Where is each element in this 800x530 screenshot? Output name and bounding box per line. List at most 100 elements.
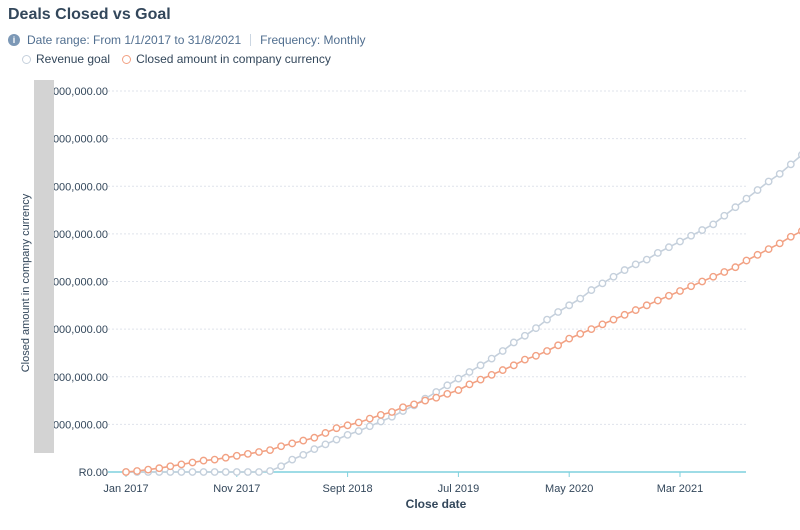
data-point-revenue-goal (487, 354, 496, 363)
data-point-closed-amount (498, 366, 507, 374)
y-tick-label: 0,000,000.00 (44, 372, 108, 384)
data-point-revenue-goal (731, 203, 740, 212)
info-icon[interactable]: i (8, 34, 20, 46)
data-point-closed-amount (310, 433, 319, 442)
x-tick-label: Mar 2021 (657, 483, 703, 495)
data-point-closed-amount (786, 232, 795, 241)
y-tick-label: 0,000,000.00 (44, 181, 108, 193)
x-tick-label: May 2020 (545, 483, 593, 495)
x-tick-label: Nov 2017 (213, 483, 260, 495)
data-point-revenue-goal (620, 266, 629, 274)
data-point-closed-amount (543, 347, 551, 355)
data-point-closed-amount (232, 451, 241, 460)
data-point-closed-amount (576, 329, 585, 338)
data-point-closed-amount (620, 310, 629, 319)
chart-legend: Revenue goal Closed amount in company cu… (22, 52, 343, 66)
data-point-revenue-goal (609, 272, 618, 281)
legend-item-closed-amount[interactable]: Closed amount in company currency (122, 52, 331, 66)
chart-title: Deals Closed vs Goal (8, 6, 171, 23)
data-point-revenue-goal (365, 422, 374, 431)
data-point-closed-amount (133, 467, 141, 475)
data-point-closed-amount (443, 389, 452, 398)
data-point-revenue-goal (786, 160, 795, 169)
data-point-closed-amount (410, 400, 418, 409)
y-tick-label: 0,000,000.00 (44, 134, 108, 146)
data-point-revenue-goal (642, 255, 651, 264)
data-point-closed-amount (454, 386, 463, 394)
x-tick-label: Jul 2019 (438, 483, 480, 495)
legend-label-closed-amount: Closed amount in company currency (136, 52, 331, 66)
data-point-closed-amount (122, 468, 130, 476)
data-point-closed-amount (565, 334, 574, 343)
data-point-closed-amount (321, 429, 330, 437)
data-point-closed-amount (243, 450, 252, 458)
data-point-closed-amount (332, 424, 341, 433)
data-point-closed-amount (731, 263, 740, 272)
data-point-closed-amount (155, 464, 164, 473)
data-point-revenue-goal (742, 194, 751, 203)
data-point-revenue-goal (299, 450, 308, 459)
y-tick-label: 0,000,000.00 (44, 324, 108, 336)
data-point-closed-amount (144, 465, 153, 474)
data-point-revenue-goal (221, 468, 230, 476)
x-tick-label: Sept 2018 (323, 483, 373, 495)
data-point-closed-amount (642, 301, 651, 310)
data-point-closed-amount (421, 396, 430, 405)
data-point-closed-amount (653, 296, 662, 305)
data-point-closed-amount (676, 287, 684, 295)
data-point-revenue-goal (498, 347, 507, 355)
data-point-closed-amount (166, 462, 175, 471)
redaction-block (34, 80, 54, 453)
data-point-closed-amount (199, 456, 208, 465)
data-point-closed-amount (354, 418, 363, 427)
data-point-revenue-goal (255, 468, 263, 476)
x-axis-title: Close date (405, 497, 467, 511)
data-point-revenue-goal (520, 331, 529, 340)
data-point-closed-amount (775, 239, 784, 248)
data-point-closed-amount (487, 370, 496, 379)
data-point-closed-amount (255, 448, 263, 456)
data-point-revenue-goal (188, 468, 197, 476)
y-axis-title: Closed amount in company currency (20, 193, 32, 373)
data-point-revenue-goal (232, 468, 241, 476)
data-point-revenue-goal (476, 361, 485, 370)
data-point-revenue-goal (354, 427, 363, 435)
data-point-revenue-goal (576, 294, 585, 303)
data-point-revenue-goal (687, 231, 695, 240)
series-line-closed-amount (125, 231, 800, 473)
data-point-revenue-goal (598, 279, 607, 288)
data-point-revenue-goal (554, 308, 563, 316)
series-line-revenue-goal (126, 155, 800, 473)
data-point-revenue-goal (698, 226, 707, 234)
data-point-closed-amount (177, 460, 186, 469)
data-point-revenue-goal (266, 467, 274, 475)
data-point-revenue-goal (509, 338, 518, 347)
data-point-revenue-goal (443, 381, 452, 390)
data-point-revenue-goal (465, 368, 474, 376)
data-point-closed-amount (609, 315, 618, 324)
legend-item-revenue-goal[interactable]: Revenue goal (22, 52, 110, 66)
data-point-revenue-goal (376, 417, 385, 426)
y-tick-label: 0,000,000.00 (44, 86, 108, 98)
data-point-closed-amount (188, 458, 197, 467)
data-point-revenue-goal (454, 374, 463, 383)
data-point-revenue-goal (709, 220, 718, 229)
data-point-revenue-goal (343, 430, 352, 439)
data-point-closed-amount (532, 351, 540, 360)
data-point-revenue-goal (631, 260, 640, 269)
data-point-closed-amount (376, 410, 385, 419)
data-point-closed-amount (509, 361, 518, 370)
data-point-closed-amount (520, 355, 529, 364)
frequency-text: Frequency: Monthly (260, 33, 366, 47)
data-point-closed-amount (709, 272, 718, 281)
date-range-text: Date range: From 1/1/2017 to 31/8/2021 (27, 33, 242, 47)
data-point-closed-amount (277, 442, 286, 451)
legend-label-revenue-goal: Revenue goal (36, 52, 111, 66)
data-point-closed-amount (476, 375, 485, 384)
data-point-closed-amount (631, 306, 640, 314)
data-point-closed-amount (598, 320, 607, 329)
data-point-revenue-goal (653, 249, 662, 257)
data-point-revenue-goal (587, 286, 596, 294)
data-point-closed-amount (698, 277, 707, 286)
report-meta: i Date range: From 1/1/2017 to 31/8/2021… (8, 33, 366, 47)
